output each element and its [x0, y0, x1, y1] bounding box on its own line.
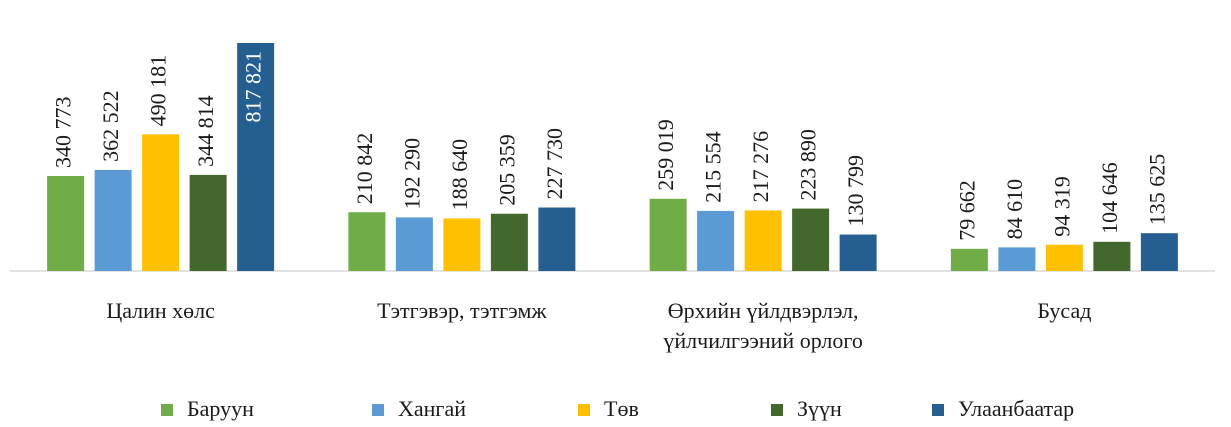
data-label: 215 554 — [701, 131, 726, 203]
bar — [1093, 241, 1131, 271]
data-label: 130 799 — [843, 155, 868, 227]
legend-label: Улаанбаатар — [958, 396, 1074, 421]
bar — [649, 198, 687, 271]
bar — [142, 134, 180, 271]
legend-label: Зүүн — [797, 396, 842, 421]
data-label: 223 890 — [796, 129, 821, 201]
bar — [538, 207, 576, 271]
bar — [1140, 233, 1178, 271]
bar — [792, 208, 830, 271]
legend-swatch — [161, 404, 173, 416]
legend-label: Хангай — [398, 396, 466, 421]
legend-label: Баруун — [187, 396, 254, 421]
legend-swatch — [771, 404, 783, 416]
data-label: 340 773 — [51, 96, 76, 168]
data-label: 104 646 — [1097, 162, 1122, 234]
data-label: 344 814 — [193, 95, 218, 167]
data-label: 362 522 — [98, 90, 123, 162]
x-tick-label: Тэтгэвэр, тэтгэмж — [377, 298, 547, 323]
data-label: 94 319 — [1049, 176, 1074, 237]
data-label: 192 290 — [399, 138, 424, 210]
data-label: 79 662 — [954, 180, 979, 241]
bar — [950, 248, 988, 271]
x-tick-label: Бусад — [1037, 298, 1092, 323]
legend-swatch — [372, 404, 384, 416]
x-tick-label: Цалин хөлс — [106, 298, 215, 323]
x-tick-label: Өрхийн үйлдвэрлэл, үйлчилгээний орлого — [663, 298, 863, 353]
legend-swatch — [932, 404, 944, 416]
data-label: 188 640 — [447, 139, 472, 211]
bar — [839, 234, 877, 271]
data-label: 217 276 — [748, 131, 773, 203]
bar — [443, 218, 481, 271]
bar — [1045, 244, 1083, 271]
bar — [697, 210, 735, 271]
data-label: 259 019 — [653, 119, 678, 191]
legend-label: Төв — [604, 396, 639, 421]
data-label: 490 181 — [146, 55, 171, 127]
data-label: 227 730 — [542, 128, 567, 200]
bar — [490, 213, 528, 271]
bar — [94, 169, 132, 271]
bar — [189, 174, 227, 271]
bar — [237, 43, 275, 271]
bar — [395, 217, 433, 271]
bar — [47, 175, 85, 271]
bar — [998, 247, 1036, 271]
data-label: 135 625 — [1144, 154, 1169, 226]
data-label: 210 842 — [352, 133, 377, 205]
bar — [348, 212, 386, 271]
data-label: 817 821 — [241, 51, 266, 123]
data-label: 205 359 — [494, 134, 519, 206]
legend-swatch — [578, 404, 590, 416]
bar — [744, 210, 782, 271]
data-label: 84 610 — [1002, 179, 1027, 240]
